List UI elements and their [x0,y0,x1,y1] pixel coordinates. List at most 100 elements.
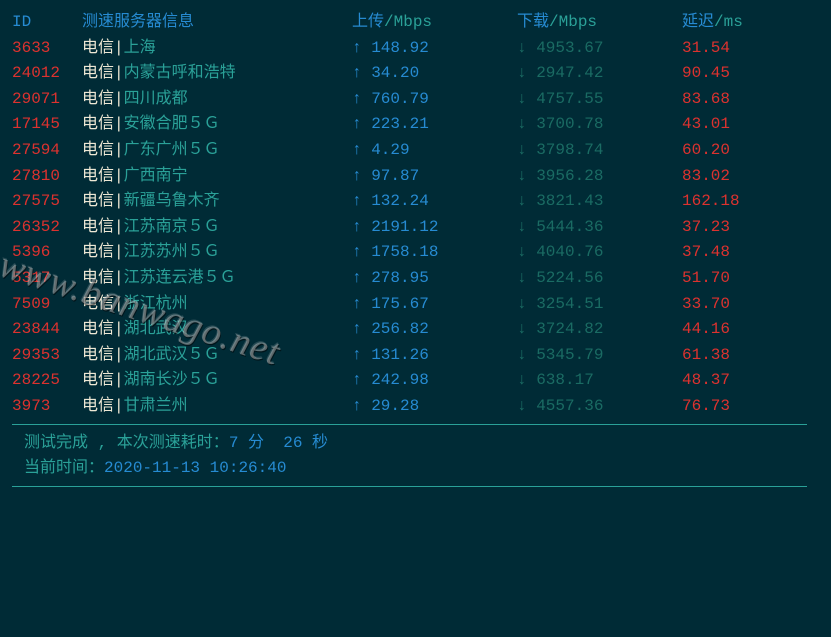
cell-isp: 电信 [82,295,114,313]
upload-value: 4.29 [371,141,409,159]
cell-upload: ↑ 256.82 [352,317,517,343]
pipe-separator: | [114,141,124,159]
cell-id: 27594 [12,138,82,164]
cell-upload: ↑ 223.21 [352,112,517,138]
upload-value: 29.28 [371,397,419,415]
table-row: 29071电信|四川成都↑ 760.79↓ 4757.5583.68 [12,87,819,113]
cell-upload: ↑ 2191.12 [352,215,517,241]
table-row: 3633电信|上海↑ 148.92↓ 4953.6731.54 [12,36,819,62]
table-row: 28225电信|湖南长沙５Ｇ↑ 242.98↓ 638.1748.37 [12,368,819,394]
cell-isp: 电信 [82,192,114,210]
cell-download: ↓ 4040.76 [517,240,682,266]
cell-location: 江苏苏州５Ｇ [124,243,220,261]
cell-server: 电信|湖南长沙５Ｇ [82,368,352,394]
cell-latency: 48.37 [682,368,802,394]
cell-server: 电信|内蒙古呼和浩特 [82,61,352,87]
upload-value: 175.67 [371,295,429,313]
cell-isp: 电信 [82,371,114,389]
cell-server: 电信|广东广州５Ｇ [82,138,352,164]
upload-value: 148.92 [371,39,429,57]
cell-download: ↓ 3798.74 [517,138,682,164]
arrow-up-icon: ↑ [352,269,371,287]
cell-download: ↓ 3821.43 [517,189,682,215]
cell-id: 29071 [12,87,82,113]
table-row: 27810电信|广西南宁↑ 97.87↓ 3956.2883.02 [12,164,819,190]
arrow-down-icon: ↓ [517,192,536,210]
cell-isp: 电信 [82,243,114,261]
download-value: 4757.55 [536,90,603,108]
upload-value: 242.98 [371,371,429,389]
cell-latency: 37.48 [682,240,802,266]
upload-value: 278.95 [371,269,429,287]
cell-server: 电信|江苏苏州５Ｇ [82,240,352,266]
upload-value: 132.24 [371,192,429,210]
cell-location: 湖北武汉 [124,320,188,338]
table-row: 17145电信|安徽合肥５Ｇ↑ 223.21↓ 3700.7843.01 [12,112,819,138]
table-row: 24012电信|内蒙古呼和浩特↑ 34.20↓ 2947.4290.45 [12,61,819,87]
cell-server: 电信|江苏连云港５Ｇ [82,266,352,292]
pipe-separator: | [114,39,124,57]
cell-upload: ↑ 1758.18 [352,240,517,266]
arrow-up-icon: ↑ [352,192,371,210]
upload-value: 2191.12 [371,218,438,236]
download-value: 4040.76 [536,243,603,261]
arrow-down-icon: ↓ [517,167,536,185]
arrow-down-icon: ↓ [517,243,536,261]
cell-isp: 电信 [82,397,114,415]
arrow-down-icon: ↓ [517,295,536,313]
cell-location: 四川成都 [124,90,188,108]
cell-download: ↓ 638.17 [517,368,682,394]
cell-server: 电信|湖北武汉 [82,317,352,343]
cell-isp: 电信 [82,269,114,287]
cell-location: 上海 [124,39,156,57]
cell-download: ↓ 4953.67 [517,36,682,62]
cell-id: 5317 [12,266,82,292]
cell-location: 广东广州５Ｇ [124,141,220,159]
cell-download: ↓ 3724.82 [517,317,682,343]
upload-value: 34.20 [371,64,419,82]
cell-upload: ↑ 97.87 [352,164,517,190]
arrow-up-icon: ↑ [352,167,371,185]
cell-server: 电信|甘肃兰州 [82,394,352,420]
cell-upload: ↑ 175.67 [352,292,517,318]
header-id: ID [12,10,82,36]
download-value: 3724.82 [536,320,603,338]
download-value: 3254.51 [536,295,603,313]
pipe-separator: | [114,269,124,287]
cell-isp: 电信 [82,167,114,185]
arrow-down-icon: ↓ [517,269,536,287]
download-value: 5345.79 [536,346,603,364]
cell-isp: 电信 [82,64,114,82]
cell-latency: 51.70 [682,266,802,292]
arrow-up-icon: ↑ [352,64,371,82]
header-upload: 上传/Mbps [352,10,517,36]
divider [12,486,807,487]
arrow-down-icon: ↓ [517,90,536,108]
footer-summary-value: 7 分 26 秒 [229,431,328,457]
pipe-separator: | [114,371,124,389]
cell-latency: 60.20 [682,138,802,164]
cell-latency: 43.01 [682,112,802,138]
download-value: 4953.67 [536,39,603,57]
cell-location: 内蒙古呼和浩特 [124,64,236,82]
arrow-up-icon: ↑ [352,295,371,313]
table-row: 3973电信|甘肃兰州↑ 29.28↓ 4557.3676.73 [12,394,819,420]
arrow-up-icon: ↑ [352,397,371,415]
pipe-separator: | [114,243,124,261]
pipe-separator: | [114,295,124,313]
cell-upload: ↑ 131.26 [352,343,517,369]
upload-value: 131.26 [371,346,429,364]
arrow-down-icon: ↓ [517,320,536,338]
footer-time-value: 2020-11-13 10:26:40 [104,456,286,482]
upload-value: 256.82 [371,320,429,338]
cell-isp: 电信 [82,320,114,338]
pipe-separator: | [114,346,124,364]
cell-id: 3633 [12,36,82,62]
cell-server: 电信|四川成都 [82,87,352,113]
cell-id: 5396 [12,240,82,266]
cell-isp: 电信 [82,346,114,364]
header-server: 测速服务器信息 [82,10,352,36]
arrow-up-icon: ↑ [352,346,371,364]
cell-location: 新疆乌鲁木齐 [124,192,220,210]
pipe-separator: | [114,90,124,108]
